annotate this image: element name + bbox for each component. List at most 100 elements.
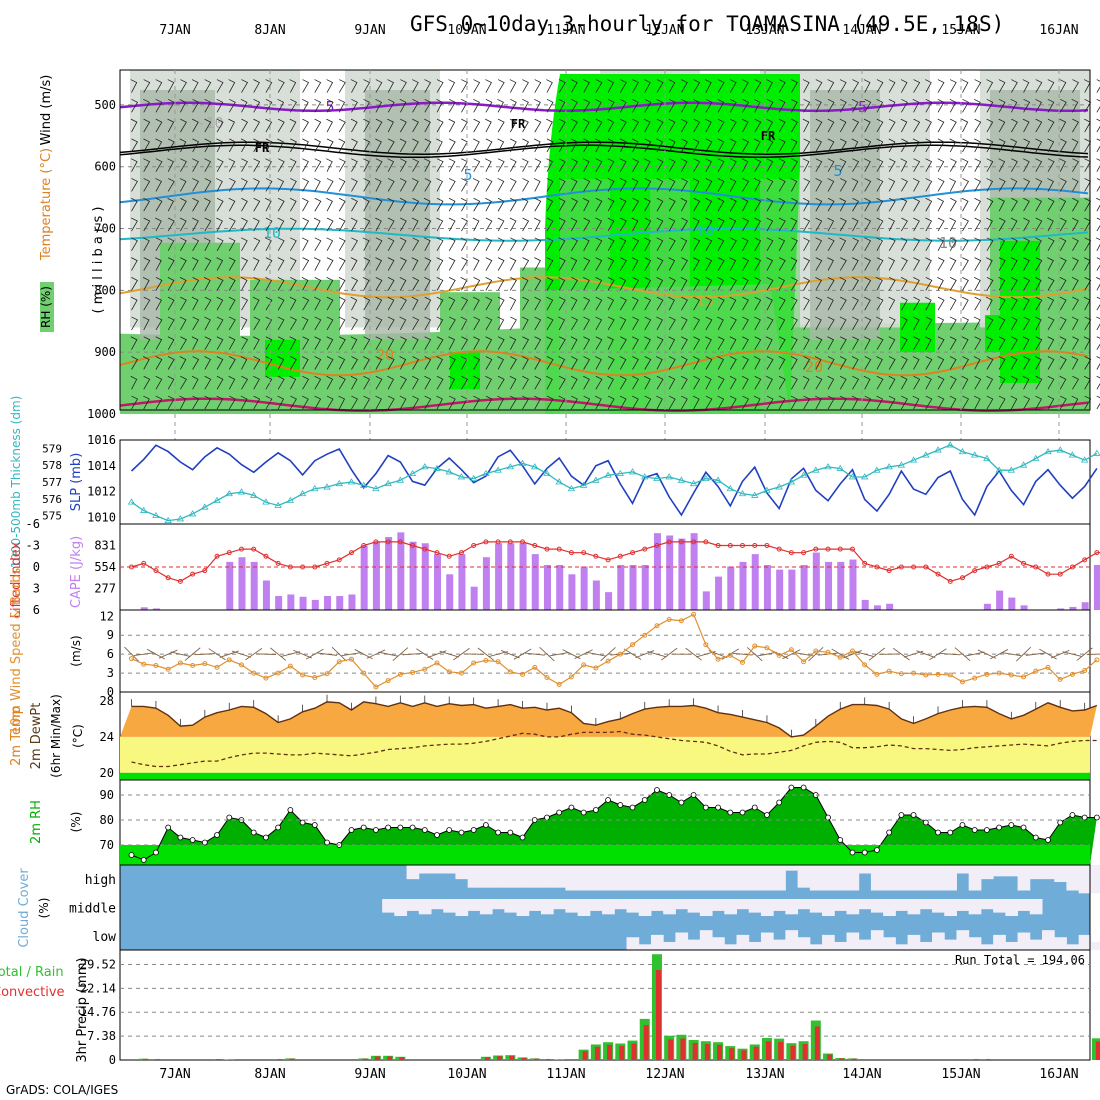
cape-bar — [605, 592, 613, 610]
barb — [900, 79, 908, 93]
barb — [888, 138, 896, 153]
barb — [901, 178, 908, 192]
barb — [509, 296, 517, 311]
barb — [473, 79, 481, 93]
barb — [949, 79, 957, 93]
barb — [754, 237, 762, 252]
barb — [998, 118, 1006, 133]
barb — [131, 395, 139, 410]
barb — [436, 237, 444, 252]
cloud-high-clear — [760, 865, 774, 891]
barb — [839, 98, 847, 113]
barb — [387, 316, 395, 331]
barb — [167, 257, 175, 271]
barb — [1035, 118, 1043, 133]
wind-point — [568, 674, 574, 680]
barb — [302, 158, 309, 172]
barb — [705, 296, 712, 311]
barb — [131, 217, 138, 232]
barb — [912, 316, 920, 331]
wind-barb — [916, 650, 936, 658]
barb — [1010, 98, 1018, 113]
barb — [375, 138, 382, 153]
cloud-mid-clear — [883, 899, 896, 916]
barb — [204, 336, 212, 350]
barb — [338, 375, 346, 390]
cloud-low-clear — [1078, 934, 1092, 950]
barb — [644, 138, 652, 153]
barb — [363, 158, 370, 172]
barb — [265, 118, 273, 133]
barb — [717, 118, 725, 133]
wind-point — [996, 670, 1002, 676]
barb — [680, 118, 688, 133]
barb — [595, 257, 603, 271]
barb — [974, 118, 982, 133]
barb — [216, 217, 223, 232]
barb — [827, 138, 835, 153]
barb — [142, 316, 150, 331]
barb — [253, 217, 260, 232]
wind-barb — [757, 651, 777, 657]
barb — [790, 356, 798, 370]
li-point — [1008, 553, 1014, 559]
rh-legend-swatch — [40, 282, 54, 332]
barb — [412, 395, 419, 410]
barb — [534, 375, 542, 390]
barb — [351, 138, 358, 153]
wind-barb — [623, 648, 642, 660]
cape-bar — [324, 596, 332, 610]
barb — [253, 395, 261, 410]
barb — [387, 356, 395, 370]
rh-point — [446, 827, 453, 833]
barb — [766, 395, 774, 410]
barb — [656, 79, 664, 93]
barb — [302, 118, 310, 133]
cloud-low-clear — [1054, 937, 1067, 950]
barb — [619, 237, 627, 251]
rh-point — [751, 804, 758, 811]
cape-bar — [556, 564, 564, 610]
cloud-mid-clear — [846, 899, 860, 915]
cloud-high-clear — [834, 865, 847, 891]
profile-ytick-4: 900 — [94, 345, 116, 359]
li-point — [849, 546, 855, 552]
barb — [362, 197, 370, 212]
rh-point — [287, 807, 294, 813]
barb — [546, 237, 554, 251]
cloud-level-0: high — [85, 873, 116, 888]
barb — [1023, 178, 1031, 192]
li-point — [593, 553, 599, 559]
barb — [179, 316, 187, 331]
barb — [570, 138, 578, 153]
barb — [937, 237, 944, 251]
cloud-low-clear — [907, 934, 921, 950]
wind-point — [336, 659, 342, 665]
barb — [583, 98, 591, 113]
barb — [1059, 118, 1067, 133]
barb — [937, 79, 945, 93]
wind-barb — [366, 649, 386, 659]
barb — [1047, 356, 1055, 370]
precip-bar-conv — [741, 1050, 747, 1060]
barb — [656, 217, 664, 232]
precip-bar-conv — [655, 970, 661, 1060]
li-point — [214, 553, 220, 559]
barb — [387, 138, 395, 153]
barb — [448, 277, 456, 291]
barb — [693, 197, 701, 212]
barb — [301, 237, 309, 251]
cloud-mid-clear — [528, 899, 542, 911]
barb — [680, 277, 688, 291]
barb — [717, 197, 725, 212]
thickness-point — [726, 484, 734, 492]
wind-point — [251, 670, 257, 676]
barb — [252, 296, 260, 311]
wind-point — [287, 663, 293, 669]
barb — [594, 98, 602, 113]
barb — [668, 375, 676, 390]
barb — [326, 178, 334, 192]
rh-point — [617, 802, 624, 808]
barb — [632, 237, 640, 252]
